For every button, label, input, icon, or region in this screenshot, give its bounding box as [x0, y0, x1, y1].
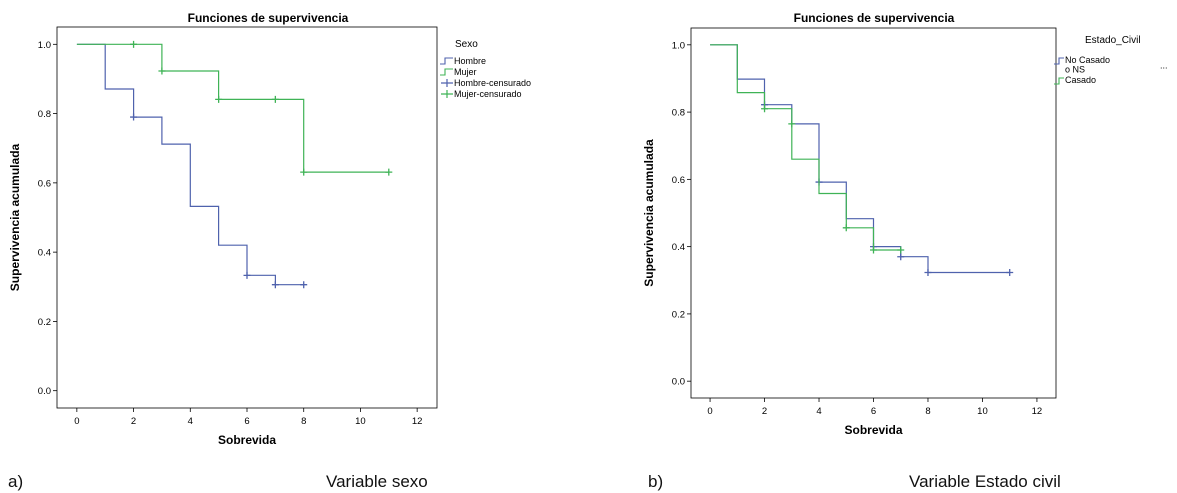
y-axis-label: Supervivencia acumulada: [642, 139, 656, 287]
censor-mark-2: [897, 246, 905, 254]
legend-entry: Hombre: [454, 56, 486, 66]
legend-title: Sexo: [455, 39, 478, 50]
y-tick-label: 0.2: [672, 309, 685, 320]
x-tick-label: 8: [301, 416, 306, 427]
legend-swatch: [440, 68, 453, 76]
survival-chart-estado-civil: Funciones de supervivencia 0 2 4 6 8 10 12 0.0 0.…: [600, 0, 1177, 493]
legend-entry: Mujer: [454, 67, 477, 77]
censor-mark-2: [842, 224, 850, 232]
survival-chart-sexo: Funciones de supervivencia 0 2 4 6 8 10 12 0.0 0.…: [0, 0, 580, 493]
y-tick-label: 0.8: [672, 108, 685, 119]
censor-mark-1: [300, 281, 308, 289]
plot-frame: [56, 26, 438, 409]
series-line-1: [76, 43, 304, 286]
legend-swatch: [1054, 77, 1064, 85]
censor-mark-1: [243, 271, 251, 279]
y-tick-label: 0.2: [38, 317, 51, 328]
legend-title: Estado_Civil: [1085, 35, 1141, 46]
censor-mark-1: [924, 269, 932, 277]
y-tick-label: 0.4: [38, 248, 51, 259]
censor-mark-2: [300, 168, 308, 176]
censor-mark-2: [158, 67, 166, 75]
caption-letter-b: b): [648, 472, 664, 491]
caption-variable-estado-civil: Variable Estado civil: [909, 472, 1061, 491]
y-tick-label: 1.0: [672, 40, 685, 51]
x-tick-label: 12: [412, 416, 423, 427]
x-tick-label: 0: [707, 406, 712, 417]
y-tick-label: 0.6: [672, 175, 685, 186]
caption-variable-sexo: Variable sexo: [326, 472, 428, 491]
legend-entry: Hombre-censurado: [454, 78, 531, 88]
y-tick-label: 0.0: [38, 386, 51, 397]
censor-mark-1: [130, 113, 138, 121]
x-tick-label: 6: [871, 406, 876, 417]
censor-mark-2: [130, 40, 138, 48]
legend-entry: o NS: [1065, 65, 1085, 75]
x-tick-label: 8: [925, 406, 930, 417]
chart-svg-estado-civil: Funciones de supervivencia 0 2 4 6 8 10 12 0.0 0.…: [642, 11, 1168, 437]
legend-swatch: [440, 57, 453, 65]
x-tick-label: 2: [762, 406, 767, 417]
legend-entry: Mujer-censurado: [454, 89, 522, 99]
legend-swatch: [441, 79, 453, 87]
x-tick-label: 4: [816, 406, 821, 417]
censor-mark-2: [385, 168, 393, 176]
censor-mark-1: [271, 281, 279, 289]
x-tick-label: 2: [131, 416, 136, 427]
censor-mark-2: [788, 120, 796, 128]
x-tick-label: 10: [977, 406, 988, 417]
x-tick-label: 0: [74, 416, 79, 427]
series-line-1: [710, 44, 1010, 274]
y-tick-label: 0.6: [38, 178, 51, 189]
legend-swatch: [441, 90, 453, 98]
censor-mark-1: [897, 253, 905, 261]
censor-mark-2: [761, 105, 769, 113]
censor-mark-2: [215, 95, 223, 103]
censor-mark-2: [870, 246, 877, 254]
chart-svg-sexo: Funciones de supervivencia 0 2 4 6 8 10 12 0.0 0.…: [8, 11, 531, 447]
x-tick-label: 12: [1032, 406, 1043, 417]
y-tick-label: 1.0: [38, 40, 51, 51]
legend-entry: Casado: [1065, 75, 1096, 85]
censor-mark-1: [1006, 269, 1014, 277]
x-tick-label: 4: [188, 416, 193, 427]
x-tick-label: 6: [244, 416, 249, 427]
chart-title: Funciones de supervivencia: [794, 11, 955, 25]
y-axis-label: Supervivencia acumulada: [8, 143, 22, 291]
y-tick-label: 0.4: [672, 242, 685, 253]
y-tick-label: 0.8: [38, 109, 51, 120]
x-tick-label: 10: [355, 416, 366, 427]
caption-letter-a: a): [8, 472, 24, 491]
plot-frame: [690, 27, 1057, 399]
legend-swatch: [1054, 57, 1064, 65]
series-line-2: [76, 43, 389, 173]
censor-mark-2: [271, 95, 279, 103]
legend-entry: No Casado: [1065, 55, 1110, 65]
series-line-2: [710, 44, 901, 251]
x-axis-label: Sobrevida: [218, 433, 276, 447]
y-tick-label: 0.0: [672, 377, 685, 388]
chart-title: Funciones de supervivencia: [188, 11, 349, 25]
legend-ellipsis: ...: [1160, 61, 1168, 71]
x-axis-label: Sobrevida: [844, 423, 902, 437]
